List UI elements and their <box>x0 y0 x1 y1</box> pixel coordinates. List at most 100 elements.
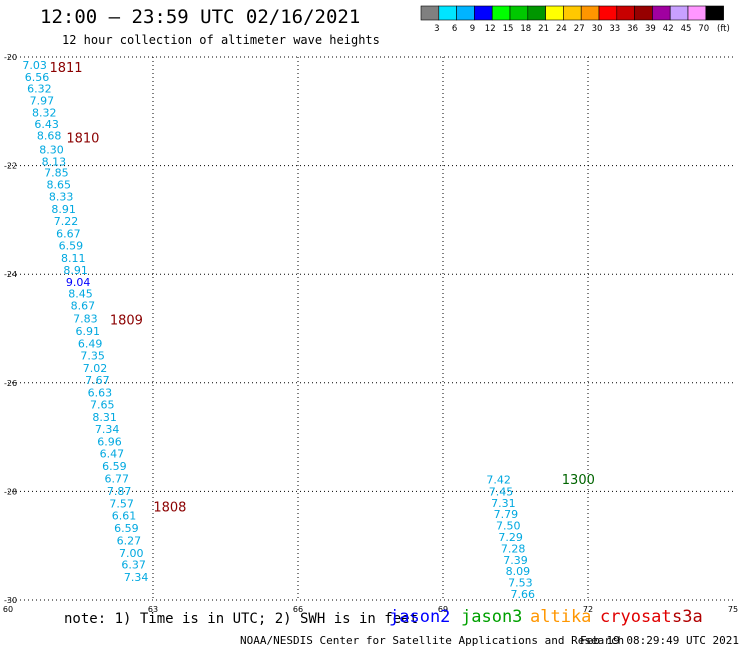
swh-label: 7.29 <box>498 531 523 544</box>
swh-label: 8.31 <box>92 411 117 424</box>
y-tick-label: -30 <box>4 596 17 605</box>
x-tick-label: 66 <box>293 605 303 614</box>
swh-label: 6.49 <box>78 338 103 351</box>
footer-note: note: 1) Time is in UTC; 2) SWH is in fe… <box>64 611 419 627</box>
legend-swatch <box>527 5 546 21</box>
x-tick-label: 63 <box>148 605 158 614</box>
swh-label: 6.59 <box>102 460 127 473</box>
pass-time-label: 1808 <box>153 501 186 516</box>
swh-label: 8.32 <box>32 106 57 119</box>
swh-label: 7.42 <box>486 473 511 486</box>
swh-label: 6.77 <box>105 472 130 485</box>
swh-label: 7.28 <box>501 542 526 555</box>
swh-label: 7.34 <box>95 423 120 436</box>
pass-time-label: 1811 <box>49 61 82 76</box>
swh-label: 7.87 <box>107 485 132 498</box>
legend-swatch <box>669 5 689 21</box>
footer-credit: NOAA/NESDIS Center for Satellite Applica… <box>240 634 625 647</box>
chart-title: 12:00 – 23:59 UTC 02/16/2021 <box>40 6 361 28</box>
legend-bin-label: 9 <box>470 24 475 34</box>
swh-label: 7.66 <box>511 588 536 601</box>
swh-label: 6.43 <box>34 118 59 131</box>
legend-swatch <box>598 5 618 21</box>
swh-label: 6.32 <box>27 82 52 95</box>
swh-label: 6.56 <box>25 71 50 84</box>
swh-label: 8.67 <box>71 300 96 313</box>
legend-bin-label: 12 <box>485 24 496 34</box>
footer-generated-time: Feb 19 08:29:49 UTC 2021 <box>580 634 739 647</box>
legend-bin-label: 3 <box>434 24 439 34</box>
pass-time-label: 1300 <box>562 473 595 488</box>
legend-swatch <box>545 5 564 21</box>
legend-swatch <box>634 5 653 21</box>
x-tick-label: 72 <box>583 605 593 614</box>
legend-bin-label: 15 <box>503 24 514 34</box>
y-tick-label: -20 <box>4 53 17 62</box>
chart-subtitle: 12 hour collection of altimeter wave hei… <box>62 33 380 47</box>
legend-bin-label: 18 <box>520 24 531 34</box>
legend-bin-label: 24 <box>556 24 567 34</box>
legend-swatch <box>616 5 635 21</box>
axes: 60 63 66 69 72 75 -20 -22 -24 -26 -28 -30 <box>3 53 738 614</box>
swh-label: 7.02 <box>83 362 108 375</box>
y-tick-label: -28 <box>4 487 17 496</box>
x-tick-label: 60 <box>3 605 13 614</box>
swh-label: 7.79 <box>494 508 519 521</box>
swh-label: 7.83 <box>73 313 98 326</box>
swh-label: 6.91 <box>76 325 101 338</box>
swh-label: 7.53 <box>508 577 533 590</box>
legend-bin-label: 6 <box>452 24 457 34</box>
swh-label: 8.09 <box>506 565 531 578</box>
pass-time-label: 1809 <box>110 313 143 328</box>
data-labels: 7.036.566.327.978.326.438.688.308.137.85… <box>22 59 535 601</box>
grid <box>8 56 733 601</box>
swh-label: 8.91 <box>51 203 76 216</box>
swh-label: 6.67 <box>56 227 81 240</box>
swh-label: 9.04 <box>66 276 91 289</box>
swh-label: 7.97 <box>30 94 55 107</box>
y-tick-label: -26 <box>4 379 17 388</box>
swh-label: 6.27 <box>117 534 142 547</box>
satellite-s3a: s3a <box>672 607 703 627</box>
satellite-cryosat: cryosat <box>600 607 672 627</box>
swh-label: 6.59 <box>114 522 139 535</box>
legend-bin-label: 36 <box>627 24 638 34</box>
legend-bin-label: 33 <box>609 24 620 34</box>
time-labels: 1811 1810 1809 1808 1300 <box>49 61 594 516</box>
legend-unit: (ft) <box>717 24 730 34</box>
legend-swatch <box>563 5 582 21</box>
swh-label: 6.61 <box>112 509 137 522</box>
swh-label: 8.68 <box>37 130 62 143</box>
swh-label: 8.30 <box>39 143 64 156</box>
swh-label: 8.11 <box>61 252 86 265</box>
swh-label: 8.33 <box>49 191 74 204</box>
legend-swatch <box>652 5 671 21</box>
pass-time-label: 1810 <box>66 131 99 146</box>
swh-label: 7.34 <box>124 571 149 584</box>
swh-label: 6.63 <box>88 387 113 400</box>
swh-label: 7.45 <box>489 485 514 498</box>
swh-label: 6.37 <box>121 559 146 572</box>
legend-bin-label: 45 <box>681 24 692 34</box>
legend-bin-label: 21 <box>538 24 549 34</box>
swh-label: 6.59 <box>59 239 84 252</box>
swh-label: 7.39 <box>503 554 528 567</box>
swh-label: 7.31 <box>491 497 516 510</box>
legend-bin-label: 27 <box>574 24 585 34</box>
legend-swatch <box>509 5 529 21</box>
legend-swatch <box>580 5 600 21</box>
swh-label: 7.85 <box>44 167 69 180</box>
x-tick-label: 69 <box>438 605 448 614</box>
legend-bin-label: 39 <box>645 24 656 34</box>
x-tick-label: 75 <box>728 605 738 614</box>
satellite-altika: altika <box>530 607 592 627</box>
legend-swatch <box>705 5 724 21</box>
swh-label: 8.13 <box>42 155 67 168</box>
swh-label: 8.45 <box>68 288 93 301</box>
swh-label: 8.65 <box>47 179 72 192</box>
swh-label: 6.96 <box>97 435 122 448</box>
legend-bin-label: 70 <box>698 24 709 34</box>
satellite-jason3: jason3 <box>461 607 523 627</box>
swh-label: 7.65 <box>90 399 115 412</box>
